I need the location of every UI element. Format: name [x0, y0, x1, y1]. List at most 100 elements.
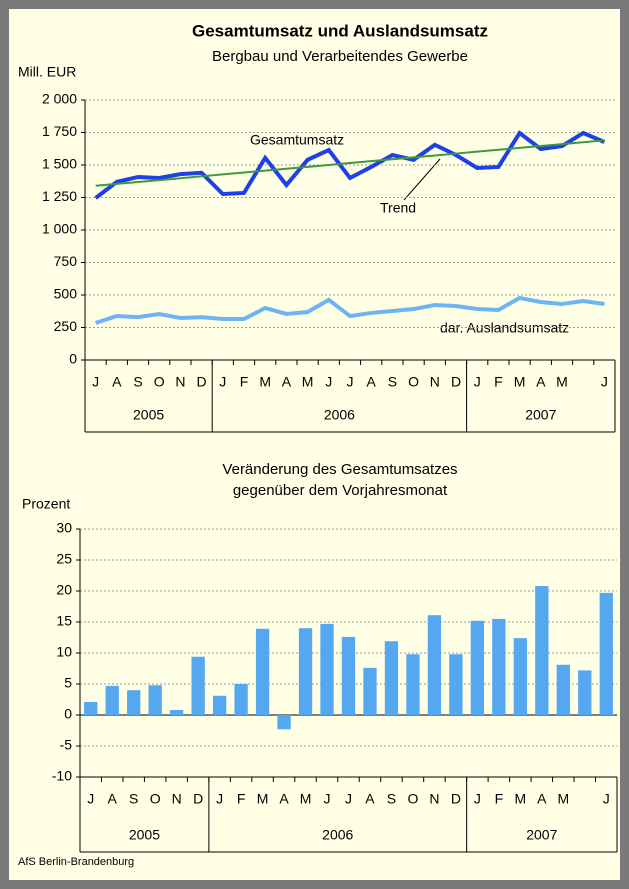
x-tick-label: F — [237, 791, 246, 807]
series-line — [94, 130, 606, 200]
y-tick-label: 250 — [54, 318, 78, 334]
x-tick-label: M — [300, 791, 312, 807]
bar — [84, 701, 98, 715]
bar — [105, 685, 119, 715]
bar — [406, 654, 420, 715]
x-tick-label: A — [279, 791, 289, 807]
x-tick-label: A — [367, 374, 377, 390]
y-tick-label: 1 250 — [42, 188, 77, 204]
bar — [578, 670, 592, 715]
y-tick-label: 500 — [54, 286, 78, 302]
x-tick-label: M — [515, 791, 527, 807]
bar — [449, 654, 463, 715]
x-tick-label: J — [601, 374, 608, 390]
bar — [427, 615, 442, 715]
series-line — [94, 295, 605, 325]
y-tick-label: 0 — [69, 351, 77, 367]
x-tick-label: O — [154, 374, 165, 390]
bar — [148, 685, 162, 715]
y-tick-label: 5 — [64, 675, 72, 691]
bar — [384, 641, 399, 715]
x-tick-label: J — [474, 791, 481, 807]
annotation: Trend — [380, 200, 416, 216]
bar — [170, 710, 184, 715]
chart-title: Veränderung des Gesamtumsatzes — [222, 461, 457, 478]
x-tick-label: O — [408, 374, 419, 390]
x-tick-label: M — [259, 374, 271, 390]
y-tick-label: 1 500 — [42, 156, 77, 172]
x-tick-label: S — [133, 374, 142, 390]
annotation: dar. Auslandsumsatz — [440, 320, 569, 336]
x-tick-label: S — [388, 374, 397, 390]
x-tick-label: A — [282, 374, 292, 390]
y-axis-label: Prozent — [22, 496, 70, 512]
chart-subtitle: Bergbau und Verarbeitendes Gewerbe — [212, 48, 468, 65]
series-line — [95, 139, 605, 187]
bar — [599, 592, 613, 715]
x-tick-label: J — [216, 791, 223, 807]
y-tick-label: -10 — [52, 768, 72, 784]
bar — [255, 628, 270, 715]
x-tick-label: J — [347, 374, 354, 390]
x-tick-label: N — [172, 791, 182, 807]
y-axis-label: Mill. EUR — [18, 64, 76, 80]
bar — [212, 695, 227, 715]
annotation-pointer — [403, 158, 441, 201]
x-tick-label: J — [324, 791, 331, 807]
bar — [127, 690, 141, 715]
y-tick-label: 0 — [64, 706, 72, 722]
bar — [277, 715, 291, 730]
bar — [492, 618, 506, 715]
group-label: 2007 — [526, 827, 557, 843]
bar — [234, 684, 248, 715]
x-tick-label: F — [240, 374, 249, 390]
x-tick-label: A — [112, 374, 122, 390]
y-tick-label: 20 — [56, 582, 72, 598]
x-tick-label: O — [407, 791, 418, 807]
x-tick-label: N — [175, 374, 185, 390]
x-tick-label: J — [219, 374, 226, 390]
x-tick-label: N — [429, 791, 439, 807]
footer: AfS Berlin-Brandenburg — [18, 856, 134, 868]
y-tick-label: 1 750 — [42, 123, 77, 139]
bar — [470, 620, 485, 715]
y-tick-label: 15 — [56, 613, 72, 629]
x-tick-label: A — [365, 791, 375, 807]
bar — [191, 656, 205, 715]
x-tick-label: J — [474, 374, 481, 390]
x-tick-label: D — [197, 374, 207, 390]
y-tick-label: 10 — [56, 644, 72, 660]
x-tick-label: S — [129, 791, 138, 807]
y-tick-label: 2 000 — [42, 91, 77, 107]
group-label: 2006 — [322, 827, 353, 843]
y-tick-label: 1 000 — [42, 221, 77, 237]
group-label: 2007 — [525, 407, 556, 423]
x-tick-label: J — [345, 791, 352, 807]
x-tick-label: J — [325, 374, 332, 390]
annotation: Gesamtumsatz — [250, 132, 344, 148]
group-label: 2006 — [324, 407, 355, 423]
bar — [513, 638, 527, 715]
x-tick-label: O — [150, 791, 161, 807]
y-tick-label: 750 — [54, 253, 78, 269]
x-tick-label: M — [257, 791, 269, 807]
bar — [320, 623, 334, 715]
x-tick-label: N — [430, 374, 440, 390]
x-tick-label: D — [193, 791, 203, 807]
bar — [298, 628, 313, 715]
x-tick-label: S — [387, 791, 396, 807]
panel — [9, 9, 620, 880]
x-tick-label: D — [451, 374, 461, 390]
x-tick-label: J — [603, 791, 610, 807]
group-label: 2005 — [133, 407, 164, 423]
bar — [535, 586, 549, 715]
x-tick-label: M — [557, 791, 569, 807]
x-tick-label: M — [556, 374, 568, 390]
chart-title: Gesamtumsatz und Auslandsumsatz — [192, 21, 488, 40]
chart-title: gegenüber dem Vorjahresmonat — [233, 482, 448, 499]
bar — [556, 664, 570, 715]
y-tick-label: 30 — [56, 520, 72, 536]
x-tick-label: A — [537, 791, 547, 807]
